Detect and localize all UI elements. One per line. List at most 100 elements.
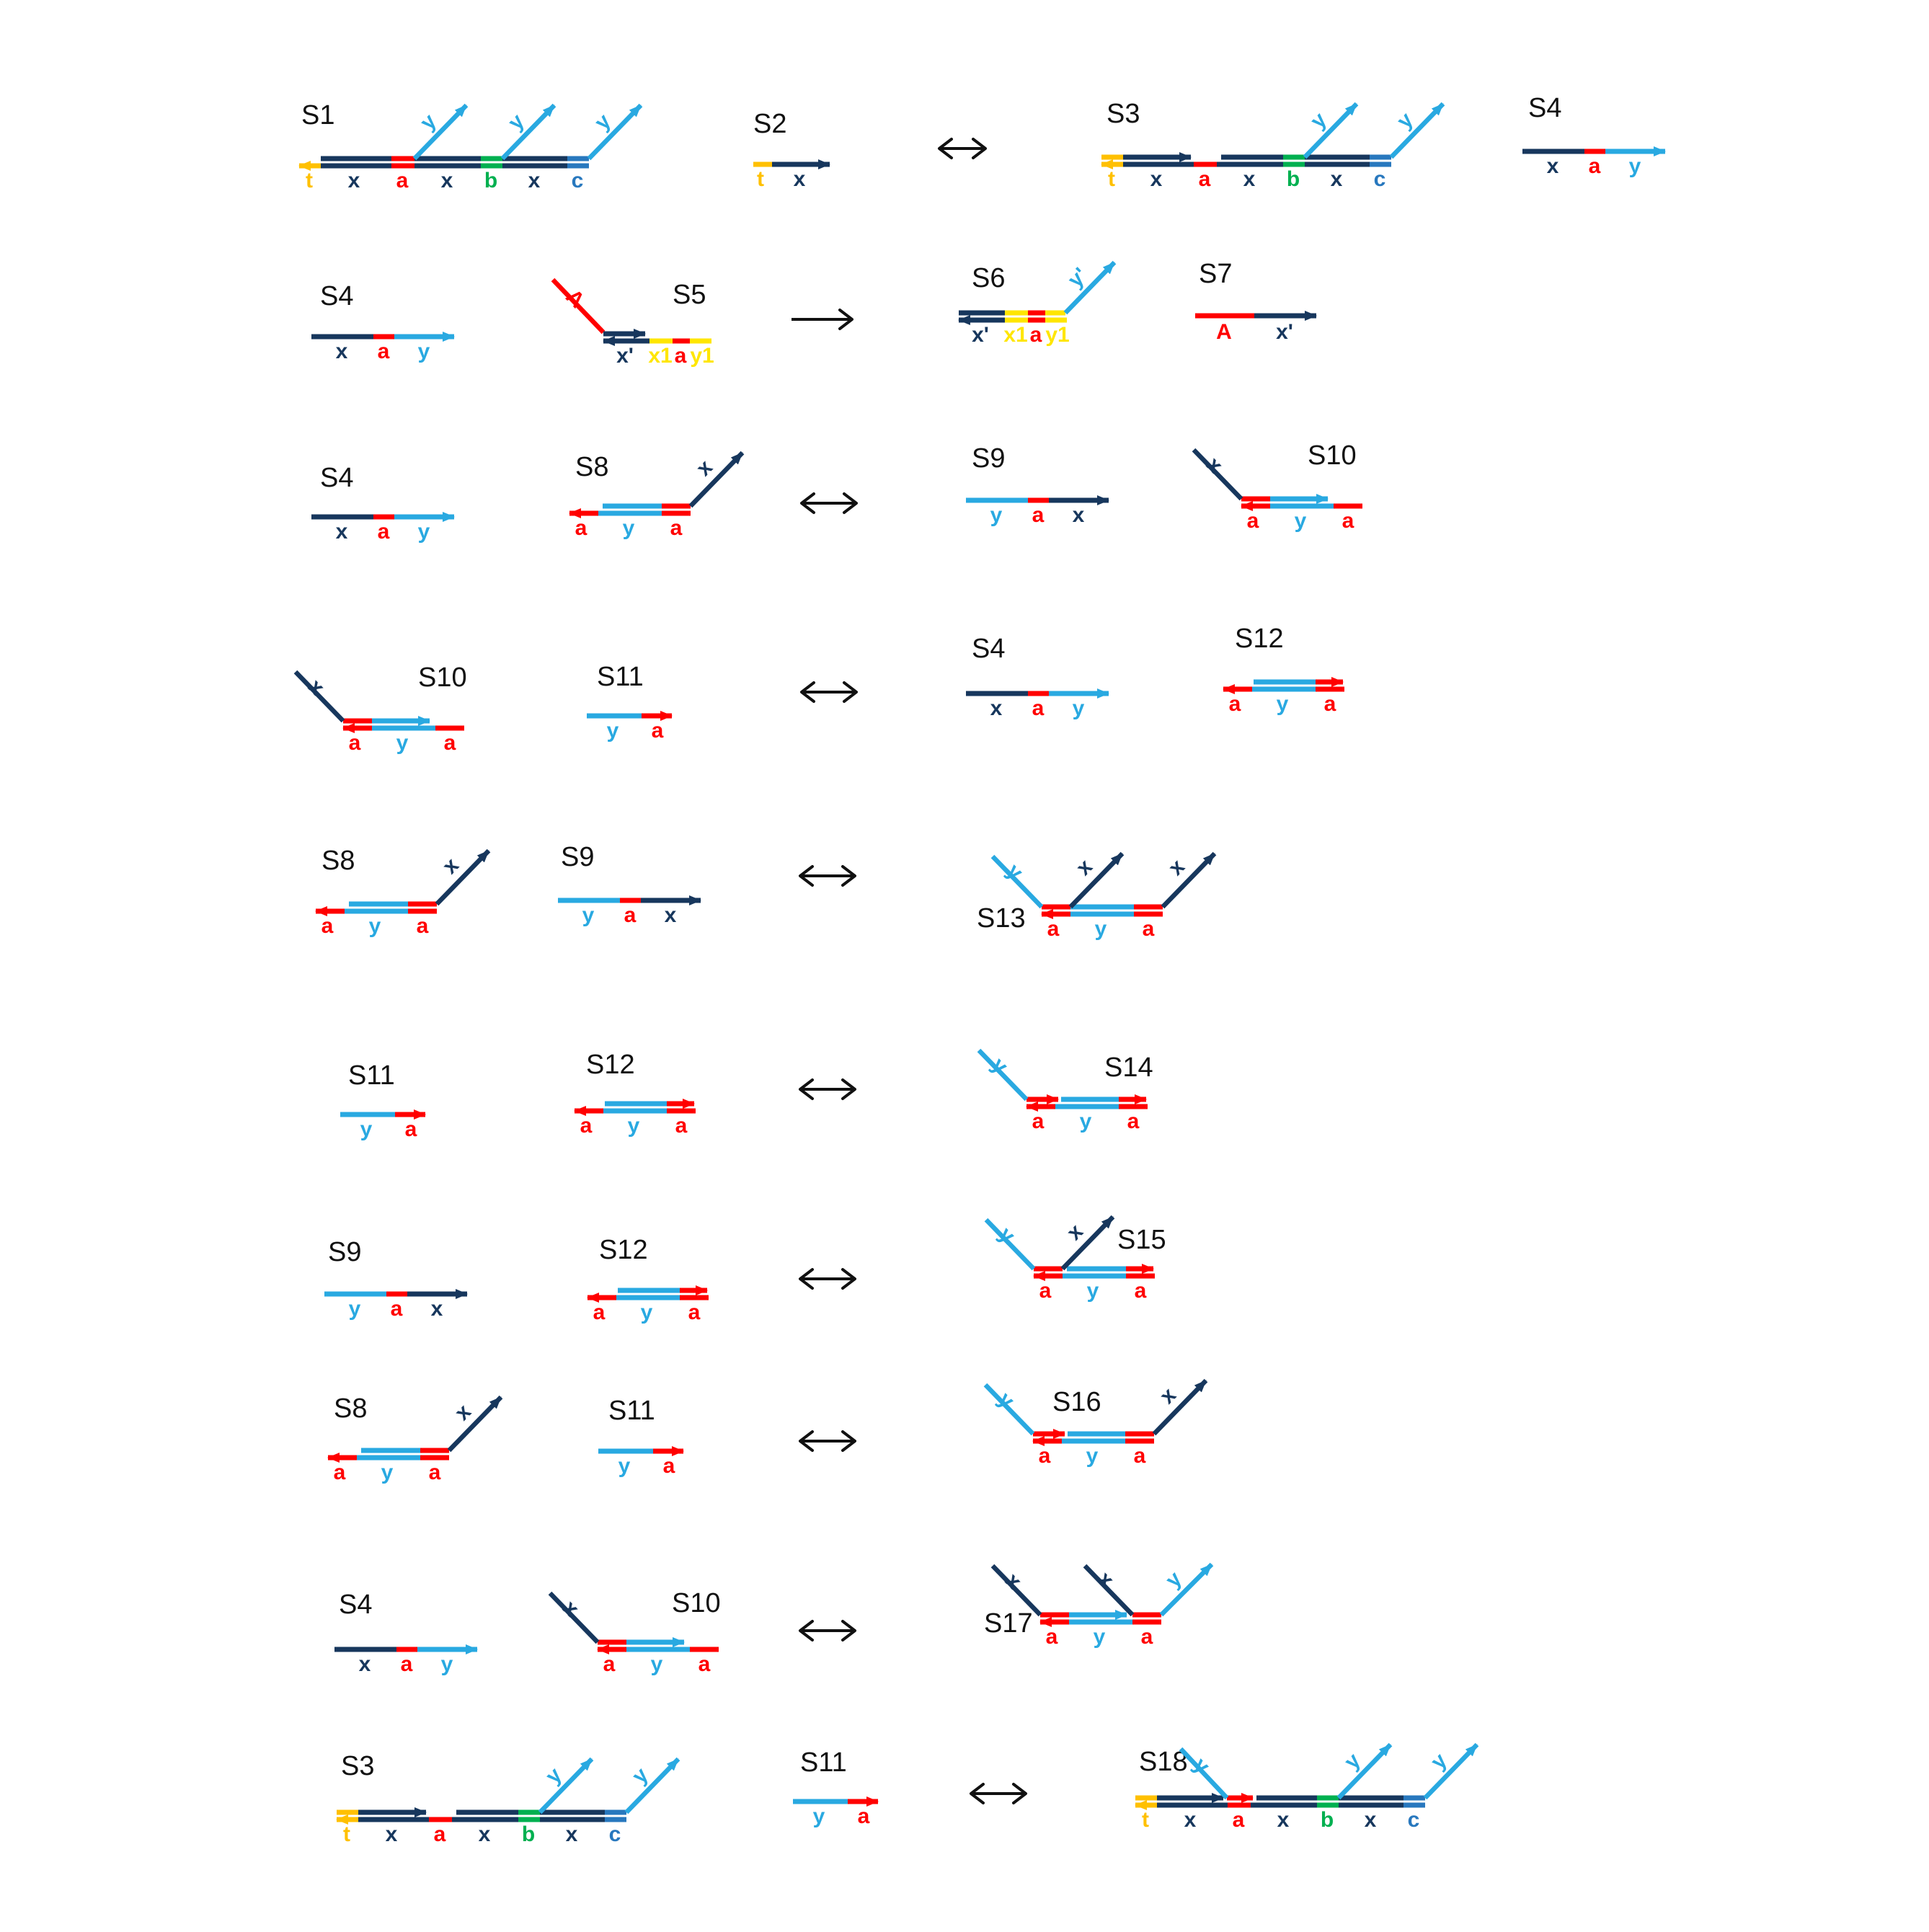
species-label-s12: S12 xyxy=(599,1235,648,1265)
species-label-s4: S4 xyxy=(339,1590,372,1620)
arrow-head-left xyxy=(799,865,814,887)
label-x: x xyxy=(1365,1808,1377,1832)
label-y: y xyxy=(381,1461,394,1484)
branch-label-y: y xyxy=(1427,1748,1452,1773)
label-c: c xyxy=(1374,167,1386,191)
branch-y xyxy=(977,1048,1029,1102)
label-a: a xyxy=(1589,154,1601,178)
species-label-s10: S10 xyxy=(418,663,467,693)
label-x: x xyxy=(1547,154,1559,178)
label-a: a xyxy=(444,731,456,755)
label-x: x xyxy=(528,169,541,192)
label-x: x xyxy=(1150,167,1163,191)
reversible-reaction-arrow xyxy=(938,138,987,159)
species-s9: S9 y a x xyxy=(324,1237,468,1321)
label-y: y xyxy=(441,1652,453,1676)
species-label-s8: S8 xyxy=(334,1393,367,1424)
label-xprime: x' xyxy=(972,323,989,347)
species-s3: S3 y y t x a x b x c xyxy=(1101,99,1445,191)
arrow-head-right xyxy=(838,309,853,330)
label-a: a xyxy=(1134,1444,1146,1468)
reversible-reaction-arrow xyxy=(799,1268,856,1290)
label-a: a xyxy=(663,1454,675,1478)
branch-x xyxy=(1083,1564,1135,1617)
label-a: a xyxy=(688,1300,701,1324)
label-y: y xyxy=(1629,154,1641,178)
species-s12: S12 a y a xyxy=(574,1050,696,1138)
branch-label-y: y xyxy=(416,109,441,134)
species-label-s11: S11 xyxy=(597,662,644,692)
label-a: a xyxy=(349,731,361,755)
arrow-head-right xyxy=(843,681,858,703)
label-y: y xyxy=(607,719,619,743)
label-y: y xyxy=(369,914,381,938)
branch-label-y: y xyxy=(1189,1753,1214,1778)
species-label-s11: S11 xyxy=(800,1747,847,1778)
species-label-s9: S9 xyxy=(972,443,1005,474)
species-s7: S7 A x' xyxy=(1195,259,1317,344)
arrow-head-left xyxy=(799,1268,814,1290)
label-x: x xyxy=(990,696,1003,720)
label-y1: y1 xyxy=(1045,323,1069,347)
label-y: y xyxy=(1086,1444,1099,1468)
species-label-s10: S10 xyxy=(672,1588,721,1618)
branch-x xyxy=(1152,1378,1208,1436)
label-a: a xyxy=(1127,1109,1140,1133)
label-x: x xyxy=(1277,1808,1290,1832)
branch-x xyxy=(990,1564,1042,1617)
species-s1: S1 y y y t x a x b x c xyxy=(298,100,643,192)
branch-label-x: x xyxy=(1063,1219,1088,1244)
branch-x xyxy=(293,670,345,723)
species-s8: S8 x a y a xyxy=(315,846,491,938)
label-y: y xyxy=(623,516,635,540)
label-a: a xyxy=(434,1822,446,1846)
branch-label-x: x xyxy=(438,853,464,878)
species-s8: S8 x a y a xyxy=(327,1393,503,1484)
species-label-s13: S13 xyxy=(977,903,1026,934)
branch-y xyxy=(1336,1742,1393,1800)
branch-label-y: y xyxy=(1340,1748,1365,1773)
label-a: a xyxy=(603,1652,616,1676)
arrow-head-left xyxy=(970,1783,985,1804)
label-A: A xyxy=(1216,320,1232,344)
label-a: a xyxy=(1135,1279,1147,1303)
label-x1: x1 xyxy=(1003,323,1027,347)
label-a: a xyxy=(1039,1444,1051,1468)
branch-y xyxy=(984,1218,1036,1271)
branch-x xyxy=(435,848,491,906)
label-a: a xyxy=(1143,917,1155,941)
label-xprime: x' xyxy=(616,344,634,368)
branch-y xyxy=(1179,1747,1229,1800)
label-x: x xyxy=(336,340,348,363)
species-s4: S4 x a y xyxy=(334,1590,478,1676)
label-t: t xyxy=(1142,1808,1149,1832)
label-y: y xyxy=(1094,1625,1106,1649)
arrow-head-right xyxy=(1012,1783,1027,1804)
branch-x xyxy=(548,1591,600,1644)
label-c: c xyxy=(572,169,584,192)
branch-label-x: x xyxy=(1164,854,1189,879)
label-a: a xyxy=(593,1300,606,1324)
reversible-reaction-arrow xyxy=(799,1620,856,1641)
label-t: t xyxy=(757,167,764,191)
label-y: y xyxy=(1095,917,1107,941)
species-s9: S9 y a x xyxy=(966,443,1109,527)
species-s11: S11 y a xyxy=(598,1396,684,1478)
arrow-head-left xyxy=(938,138,953,159)
label-y: y xyxy=(1277,692,1289,716)
label-x: x xyxy=(794,167,806,191)
label-x1: x1 xyxy=(648,344,672,368)
label-a: a xyxy=(429,1461,441,1484)
branch-y xyxy=(990,854,1044,909)
label-a: a xyxy=(1032,1109,1045,1133)
label-a: a xyxy=(699,1652,711,1676)
branch-y xyxy=(1303,102,1359,159)
label-a: a xyxy=(1247,509,1259,533)
branch-label-y: y xyxy=(504,109,529,134)
species-s4: S4 x a y xyxy=(311,463,455,544)
